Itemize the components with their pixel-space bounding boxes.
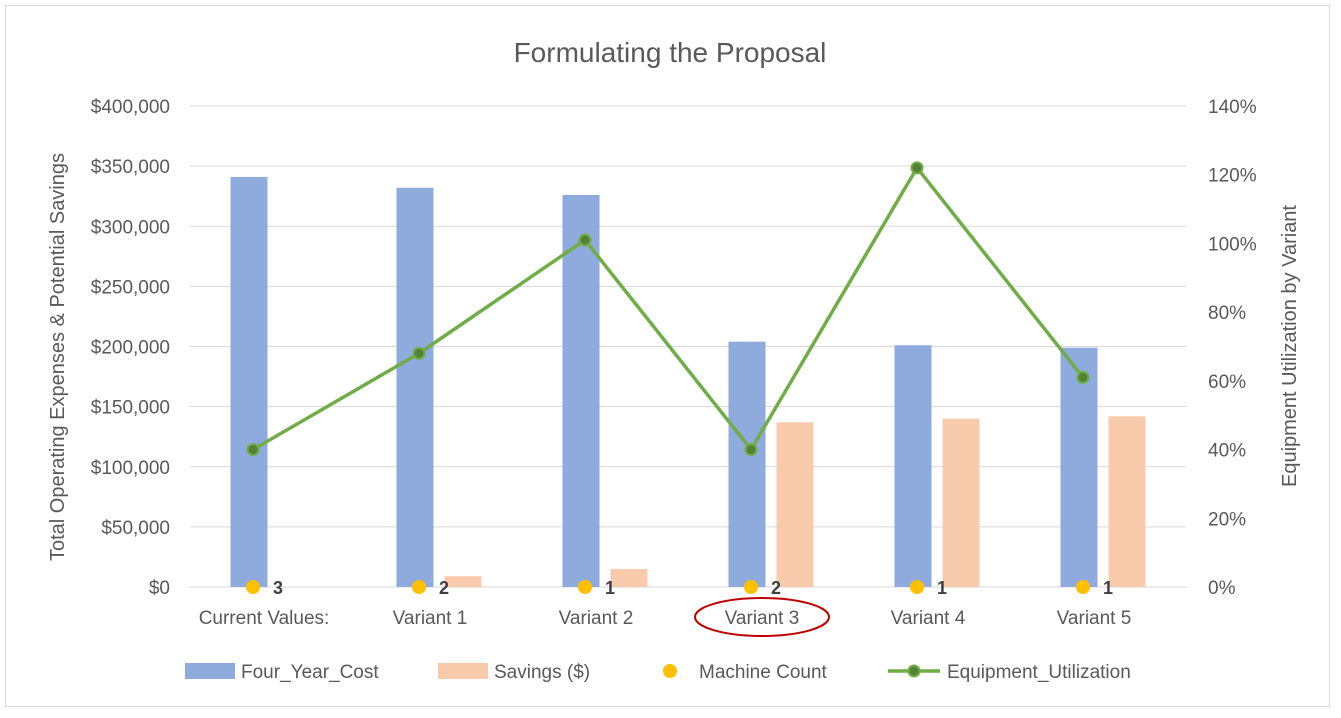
y2-tick-label: 60%: [1208, 372, 1246, 393]
machine-count-label: 1: [1103, 578, 1113, 598]
y-tick-label: $100,000: [91, 458, 170, 479]
y2-tick-label: 40%: [1208, 441, 1246, 462]
utilization-point: [578, 233, 592, 247]
y-tick-label: $350,000: [91, 157, 170, 178]
machine-count-point: [744, 580, 758, 594]
utilization-point: [744, 443, 758, 457]
y-tick-label: $300,000: [91, 217, 170, 238]
machine-count-point: [246, 580, 260, 594]
right-axis-ticks: 0% 20% 40% 60% 80% 100% 120% 140%: [1208, 97, 1257, 599]
category-labels: Current Values: Variant 1 Variant 2 Variant…: [199, 597, 1132, 637]
machine-count-label: 1: [605, 578, 615, 598]
utilization-line: [246, 161, 1090, 457]
bar-savings: [444, 576, 482, 587]
machine-count-markers: 3 2 1 2 1 1: [246, 578, 1113, 598]
category-label: Variant 1: [393, 608, 468, 629]
gridlines: [190, 105, 1186, 588]
legend-label-utilization: Equipment_Utilization: [947, 662, 1131, 683]
bar-savings: [1108, 416, 1146, 587]
bar-savings: [942, 418, 980, 587]
utilization-polyline: [252, 166, 1085, 452]
legend-label-savings: Savings ($): [494, 662, 590, 683]
y-tick-label: $0: [149, 578, 170, 599]
bar-four-year-cost: [894, 345, 932, 587]
bar-four-year-cost: [230, 176, 268, 587]
machine-count-label: 2: [771, 578, 781, 598]
utilization-point: [246, 443, 260, 457]
category-label: Variant 5: [1057, 608, 1132, 629]
machine-count-label: 2: [439, 578, 449, 598]
machine-count-point: [1076, 580, 1090, 594]
legend-swatch-utilization-point: [907, 664, 921, 678]
bar-four-year-cost: [1060, 347, 1098, 587]
machine-count-label: 3: [273, 578, 283, 598]
right-axis-title: Equipment Utilization by Variant: [1279, 205, 1301, 487]
machine-count-label: 1: [937, 578, 947, 598]
y-tick-label: $250,000: [91, 277, 170, 298]
category-label: Variant 2: [559, 608, 634, 629]
utilization-point: [910, 161, 924, 175]
legend-label-machine-count: Machine Count: [699, 662, 828, 683]
legend-label-four-year-cost: Four_Year_Cost: [241, 662, 379, 683]
category-label: Variant 4: [891, 608, 966, 629]
highlight-ellipse: [694, 597, 830, 637]
legend-swatch-four-year-cost: [185, 663, 235, 679]
bar-four-year-cost: [728, 341, 766, 587]
legend-swatch-machine-count: [663, 664, 677, 678]
y2-tick-label: 20%: [1208, 509, 1246, 530]
bars: [230, 176, 1146, 588]
y2-tick-label: 140%: [1208, 97, 1257, 118]
utilization-point: [1076, 370, 1090, 384]
legend-swatch-savings: [438, 663, 488, 679]
left-axis-title: Total Operating Expenses & Potential Sav…: [47, 153, 69, 561]
machine-count-point: [412, 580, 426, 594]
y2-tick-label: 100%: [1208, 234, 1257, 255]
category-label: Variant 3: [725, 608, 800, 629]
y2-tick-label: 120%: [1208, 166, 1257, 187]
category-label: Current Values:: [199, 608, 330, 629]
legend: Four_Year_Cost Savings ($) Machine Count Eq…: [185, 662, 1131, 683]
y-tick-label: $50,000: [101, 518, 170, 539]
y2-tick-label: 80%: [1208, 303, 1246, 324]
chart-frame: [5, 5, 1330, 707]
bar-savings: [776, 422, 814, 587]
y2-tick-label: 0%: [1208, 578, 1236, 599]
bar-four-year-cost: [562, 194, 600, 588]
y-tick-label: $200,000: [91, 338, 170, 359]
utilization-point: [412, 346, 426, 360]
bar-four-year-cost: [396, 187, 434, 587]
left-axis-ticks: $0 $50,000 $100,000 $150,000 $200,000 $250,00…: [91, 97, 170, 599]
machine-count-point: [578, 580, 592, 594]
bar-savings: [610, 568, 648, 587]
y-tick-label: $400,000: [91, 97, 170, 118]
y-tick-label: $150,000: [91, 398, 170, 419]
chart-title: Formulating the Proposal: [514, 37, 827, 68]
machine-count-point: [910, 580, 924, 594]
